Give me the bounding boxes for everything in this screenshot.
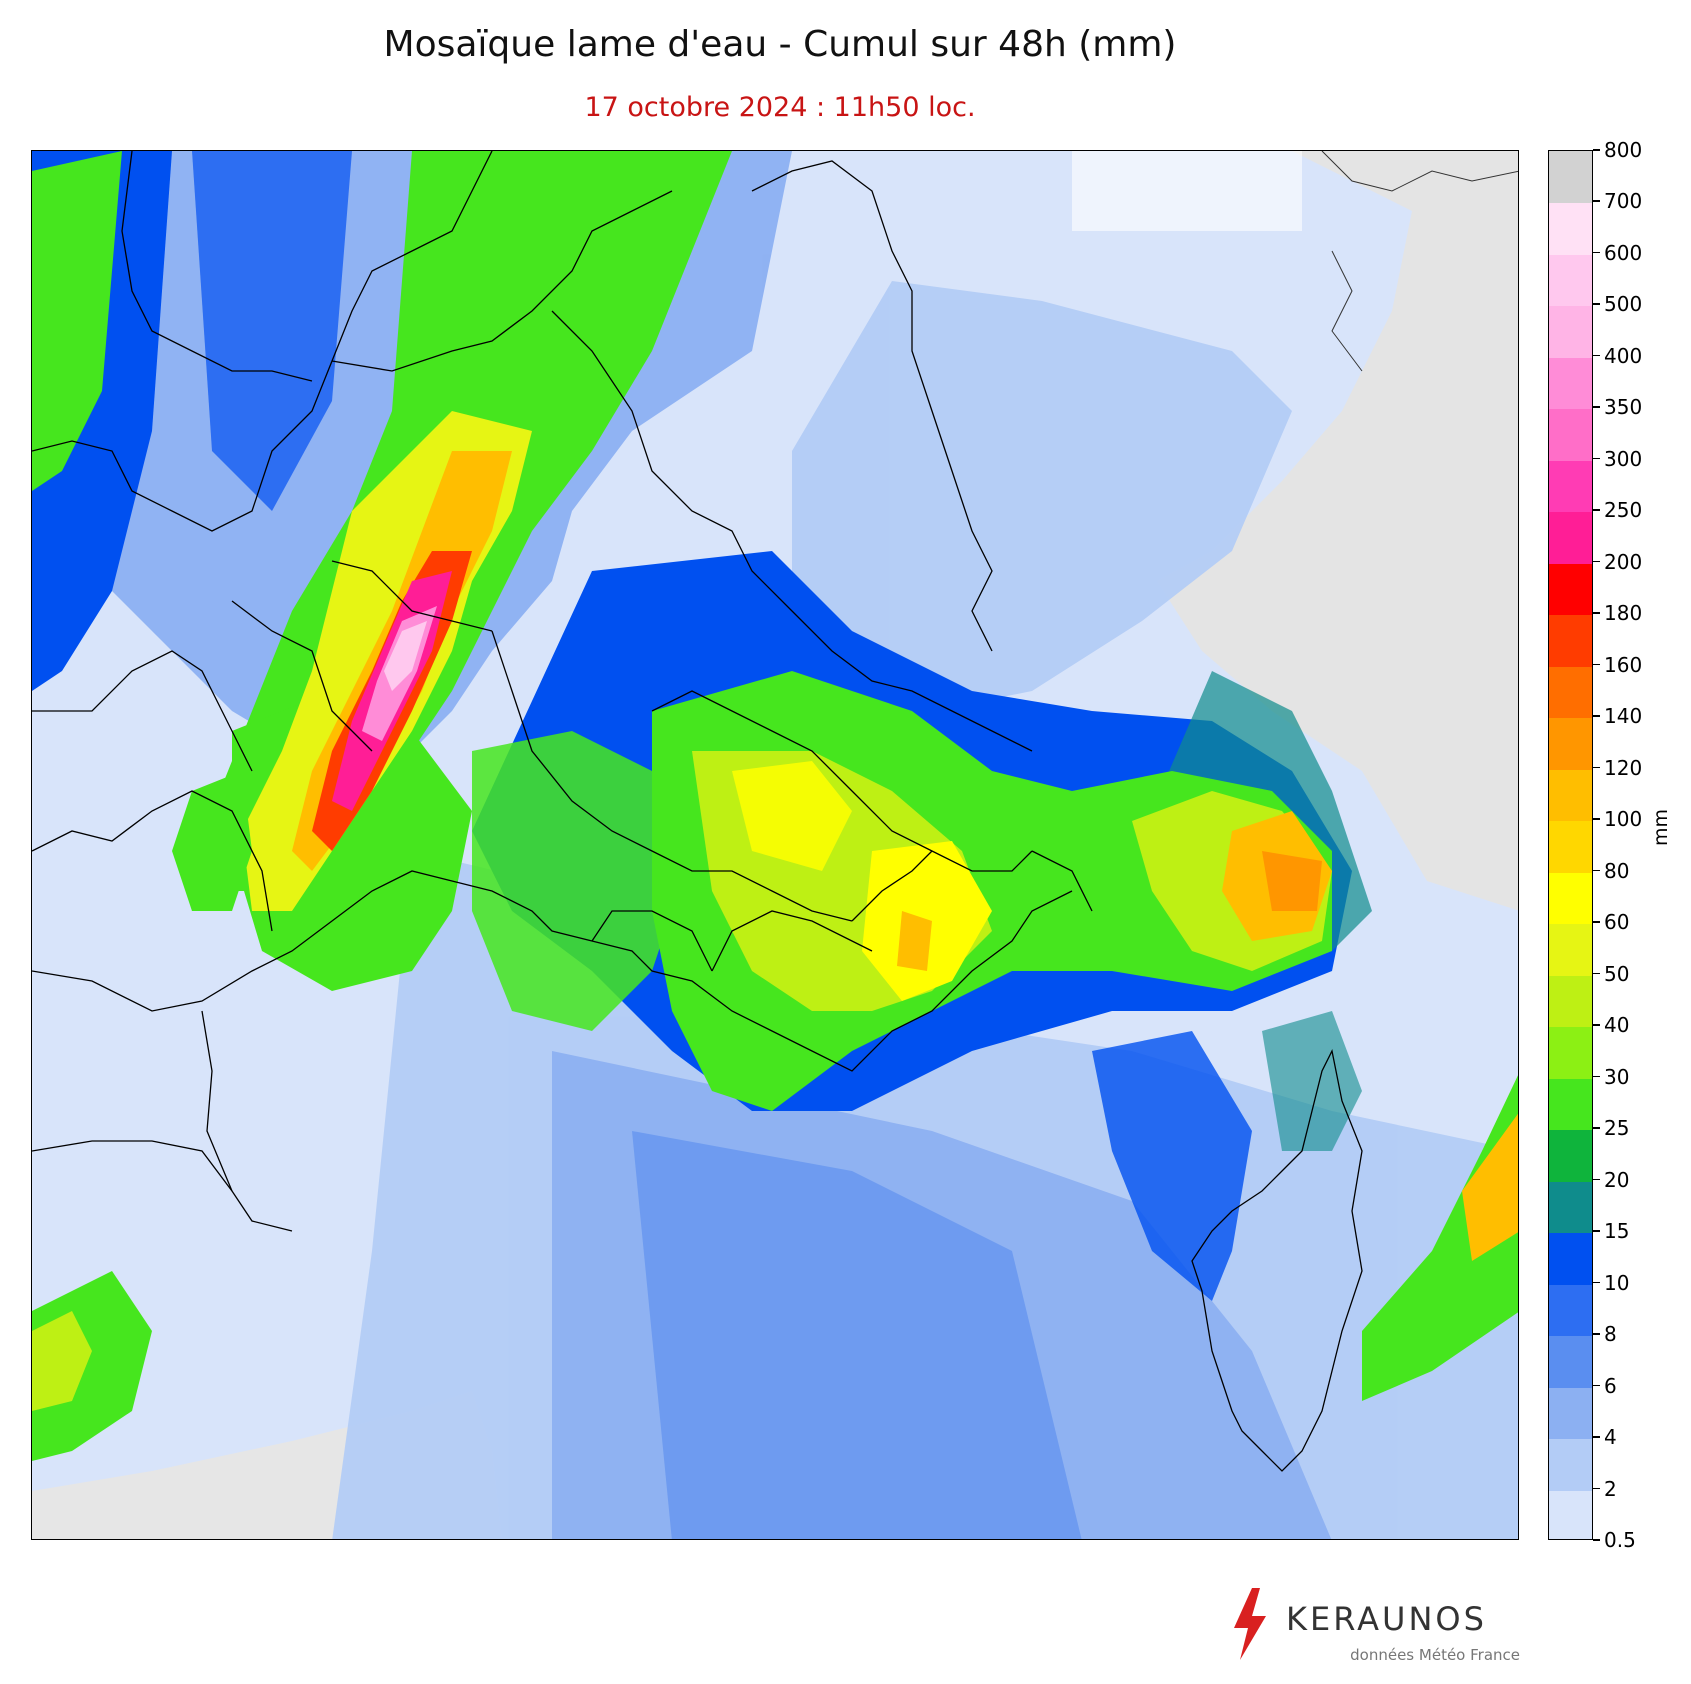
colorbar-band [1549,768,1592,822]
colorbar-band [1549,408,1592,461]
lightning-bolt-icon [1234,1588,1266,1660]
colorbar-tick-label: 100 [1604,807,1643,832]
colorbar-band [1549,562,1592,616]
colorbar-band [1549,1232,1592,1285]
colorbar-tick [1593,149,1600,151]
colorbar-tick [1593,457,1600,460]
colorbar-band [1549,717,1592,770]
colorbar-tick [1593,921,1600,923]
colorbar-band [1549,614,1592,667]
colorbar-tick [1593,354,1600,357]
colorbar-tick-label: 30 [1604,1064,1630,1089]
colorbar-band [1549,253,1592,307]
colorbar-tick [1593,1333,1600,1335]
colorbar-band [1549,305,1592,358]
colorbar-tick [1593,1230,1600,1232]
colorbar-tick-label: 350 [1604,395,1643,420]
colorbar-band [1549,151,1592,204]
colorbar-tick [1593,1436,1600,1438]
colorbar-tick-label: 50 [1604,961,1630,986]
colorbar-band [1549,511,1592,564]
colorbar-band [1549,202,1592,255]
colorbar-tick [1593,715,1600,717]
colorbar-band [1549,1026,1592,1079]
colorbar-tick [1593,303,1600,305]
colorbar-tick-label: 0.5 [1604,1528,1636,1552]
colorbar-tick [1593,818,1600,820]
colorbar-tick-label: 6 [1604,1373,1617,1398]
precipitation-map [31,150,1519,1540]
keraunos-logo: KERAUNOS données Météo France [1230,1588,1520,1668]
colorbar-tick [1593,1539,1600,1541]
colorbar-tick [1593,200,1600,202]
colorbar-tick-label: 140 [1604,704,1643,729]
colorbar-tick [1593,560,1600,563]
colorbar-tick-label: 700 [1604,189,1643,214]
colorbar-tick [1593,1075,1600,1078]
colorbar-tick [1593,972,1600,975]
colorbar-tick [1593,869,1600,872]
colorbar-tick [1593,406,1600,408]
colorbar-tick [1593,766,1600,769]
colorbar-unit: mm [1650,808,1672,846]
colorbar-tick-label: 60 [1604,910,1630,935]
colorbar-band [1549,1489,1592,1539]
colorbar-tick-label: 200 [1604,549,1643,574]
colorbar-tick-label: 400 [1604,343,1643,368]
colorbar-tick-label: 300 [1604,446,1643,471]
map-subtitle: 17 octobre 2024 : 11h50 loc. [584,92,976,123]
colorbar-tick [1593,251,1600,254]
colorbar-band [1549,974,1592,1028]
colorbar-band [1549,871,1592,925]
colorbar-band [1549,1283,1592,1337]
colorbar-tick-label: 20 [1604,1167,1630,1192]
colorbar-tick-label: 500 [1604,292,1643,317]
colorbar-tick-label: 40 [1604,1013,1630,1038]
colorbar-band [1549,665,1592,719]
colorbar-band [1549,1386,1592,1440]
colorbar-tick [1593,509,1600,511]
colorbar-band [1549,459,1592,513]
colorbar-tick-label: 600 [1604,240,1643,265]
map-title: Mosaïque lame d'eau - Cumul sur 48h (mm) [383,24,1177,65]
no-data-area-east [1157,151,1518,911]
colorbar-tick-label: 160 [1604,652,1643,677]
colorbar-tick [1593,612,1600,614]
colorbar-tick-label: 25 [1604,1116,1630,1141]
colorbar-tick [1593,1178,1600,1181]
colorbar-band [1549,1180,1592,1234]
colorbar-band [1549,356,1592,410]
colorbar-tick-label: 800 [1604,138,1643,162]
colorbar-tick-label: 80 [1604,858,1630,883]
colorbar-tick-label: 10 [1604,1270,1630,1295]
colorbar-tick [1593,1024,1600,1026]
colorbar-tick [1593,1384,1600,1387]
corsica-outline [1191,1049,1363,1472]
colorbar-band [1549,923,1592,976]
colorbar-band [1549,820,1592,873]
colorbar-band [1549,1129,1592,1182]
colorbar [1548,150,1593,1540]
colorbar-tick-label: 8 [1604,1322,1617,1347]
colorbar-band [1549,1077,1592,1131]
brand-name: KERAUNOS [1286,1600,1487,1638]
colorbar-band [1549,1335,1592,1388]
colorbar-band [1549,1438,1592,1491]
colorbar-tick-label: 180 [1604,601,1643,626]
colorbar-tick-label: 15 [1604,1219,1630,1244]
data-credit: données Météo France [1350,1646,1520,1664]
colorbar-tick [1593,1487,1600,1490]
colorbar-tick [1593,1127,1600,1129]
colorbar-tick-label: 120 [1604,755,1643,780]
colorbar-tick-label: 4 [1604,1425,1617,1450]
colorbar-tick [1593,1281,1600,1284]
colorbar-tick-label: 250 [1604,498,1643,523]
colorbar-tick [1593,663,1600,666]
colorbar-tick-label: 2 [1604,1476,1617,1501]
